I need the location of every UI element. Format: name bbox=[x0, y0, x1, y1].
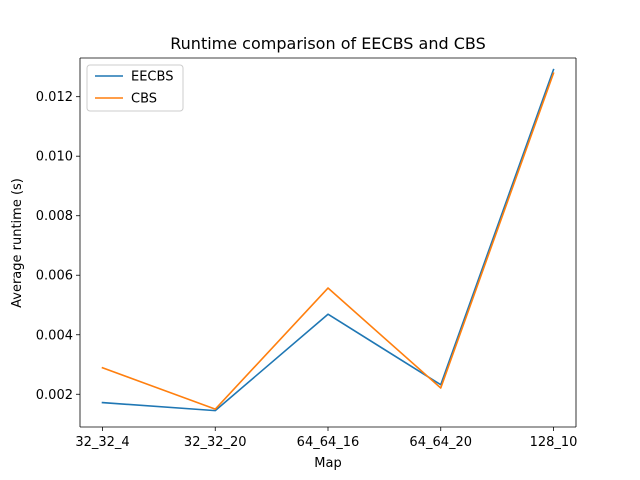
series-line-eecbs bbox=[101, 68, 555, 412]
y-axis-label: Average runtime (s) bbox=[10, 178, 25, 308]
plot-area bbox=[80, 58, 576, 427]
y-tick-label: 0.012 bbox=[36, 90, 73, 105]
legend: EECBS CBS bbox=[86, 64, 184, 112]
series-line-cbs bbox=[101, 72, 555, 410]
x-axis-ticks: 32_32_4 32_32_20 64_64_16 64_64_20 128_10 bbox=[75, 427, 577, 450]
y-tick-label: 0.002 bbox=[36, 388, 73, 403]
x-tick-label: 32_32_4 bbox=[75, 435, 129, 450]
plot-background bbox=[80, 58, 576, 427]
series-layer bbox=[101, 68, 555, 412]
legend-label-cbs: CBS bbox=[131, 92, 157, 107]
x-tick-label: 128_10 bbox=[530, 435, 578, 450]
x-axis-label: Map bbox=[314, 456, 341, 471]
y-tick-label: 0.004 bbox=[36, 328, 73, 343]
x-tick-label: 64_64_16 bbox=[297, 435, 360, 450]
y-axis-ticks: 0.002 0.004 0.006 0.008 0.010 0.012 bbox=[36, 90, 80, 403]
chart-title: Runtime comparison of EECBS and CBS bbox=[170, 34, 485, 53]
x-tick-label: 64_64_20 bbox=[409, 435, 472, 450]
legend-label-eecbs: EECBS bbox=[131, 70, 173, 85]
x-tick-label: 32_32_20 bbox=[184, 435, 247, 450]
y-tick-label: 0.010 bbox=[36, 150, 73, 165]
y-tick-label: 0.008 bbox=[36, 209, 73, 224]
y-tick-label: 0.006 bbox=[36, 269, 73, 284]
